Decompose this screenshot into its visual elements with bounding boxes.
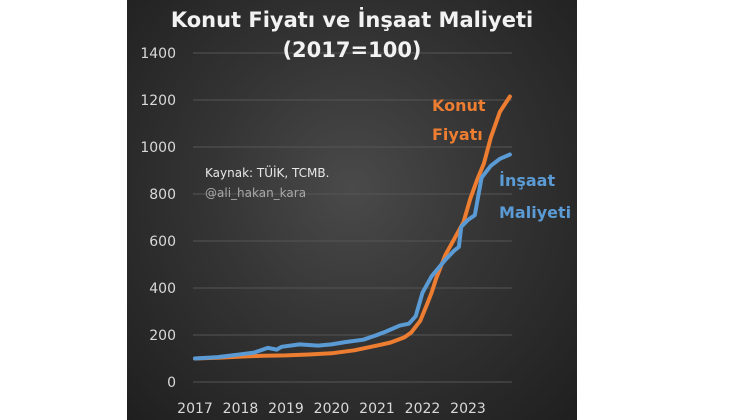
gridlines <box>193 52 512 383</box>
series-label-insaat-line2: Maliyeti <box>499 203 571 222</box>
y-tick-label: 800 <box>149 187 176 203</box>
x-tick-label: 2019 <box>268 401 304 417</box>
x-tick-label: 2018 <box>223 401 259 417</box>
source-note: Kaynak: TÜİK, TCMB. <box>205 164 329 180</box>
x-tick-label: 2021 <box>359 401 395 417</box>
series-line-insaat-maliyeti <box>193 152 512 361</box>
y-tick-label: 600 <box>149 234 176 250</box>
x-tick-label: 2020 <box>314 401 350 417</box>
series-label-konut-line1: Konut <box>432 96 486 115</box>
chart-subtitle: (2017=100) <box>282 38 421 62</box>
x-tick-label: 2017 <box>177 401 213 417</box>
author-handle: @ali_hakan_kara <box>205 186 306 200</box>
y-tick-label: 200 <box>149 328 176 344</box>
x-tick-label: 2023 <box>450 401 486 417</box>
y-tick-label: 0 <box>167 375 176 391</box>
series-label-konut-line2: Fiyatı <box>432 125 483 144</box>
y-tick-label: 1200 <box>140 93 176 109</box>
y-tick-label: 1000 <box>140 140 176 156</box>
series-line-konut-fiyati <box>193 94 512 361</box>
y-tick-label: 400 <box>149 281 176 297</box>
chart-title: Konut Fiyatı ve İnşaat Maliyeti <box>171 7 533 32</box>
x-tick-label: 2022 <box>405 401 441 417</box>
x-axis-ticks: 2017 2018 2019 2020 2021 2022 2023 <box>177 401 486 417</box>
series-label-insaat-line1: İnşaat <box>499 171 555 190</box>
y-tick-label: 1400 <box>140 46 176 62</box>
y-axis-ticks: 0 200 400 600 800 1000 1200 1400 <box>140 46 176 391</box>
series-lines <box>193 94 512 361</box>
